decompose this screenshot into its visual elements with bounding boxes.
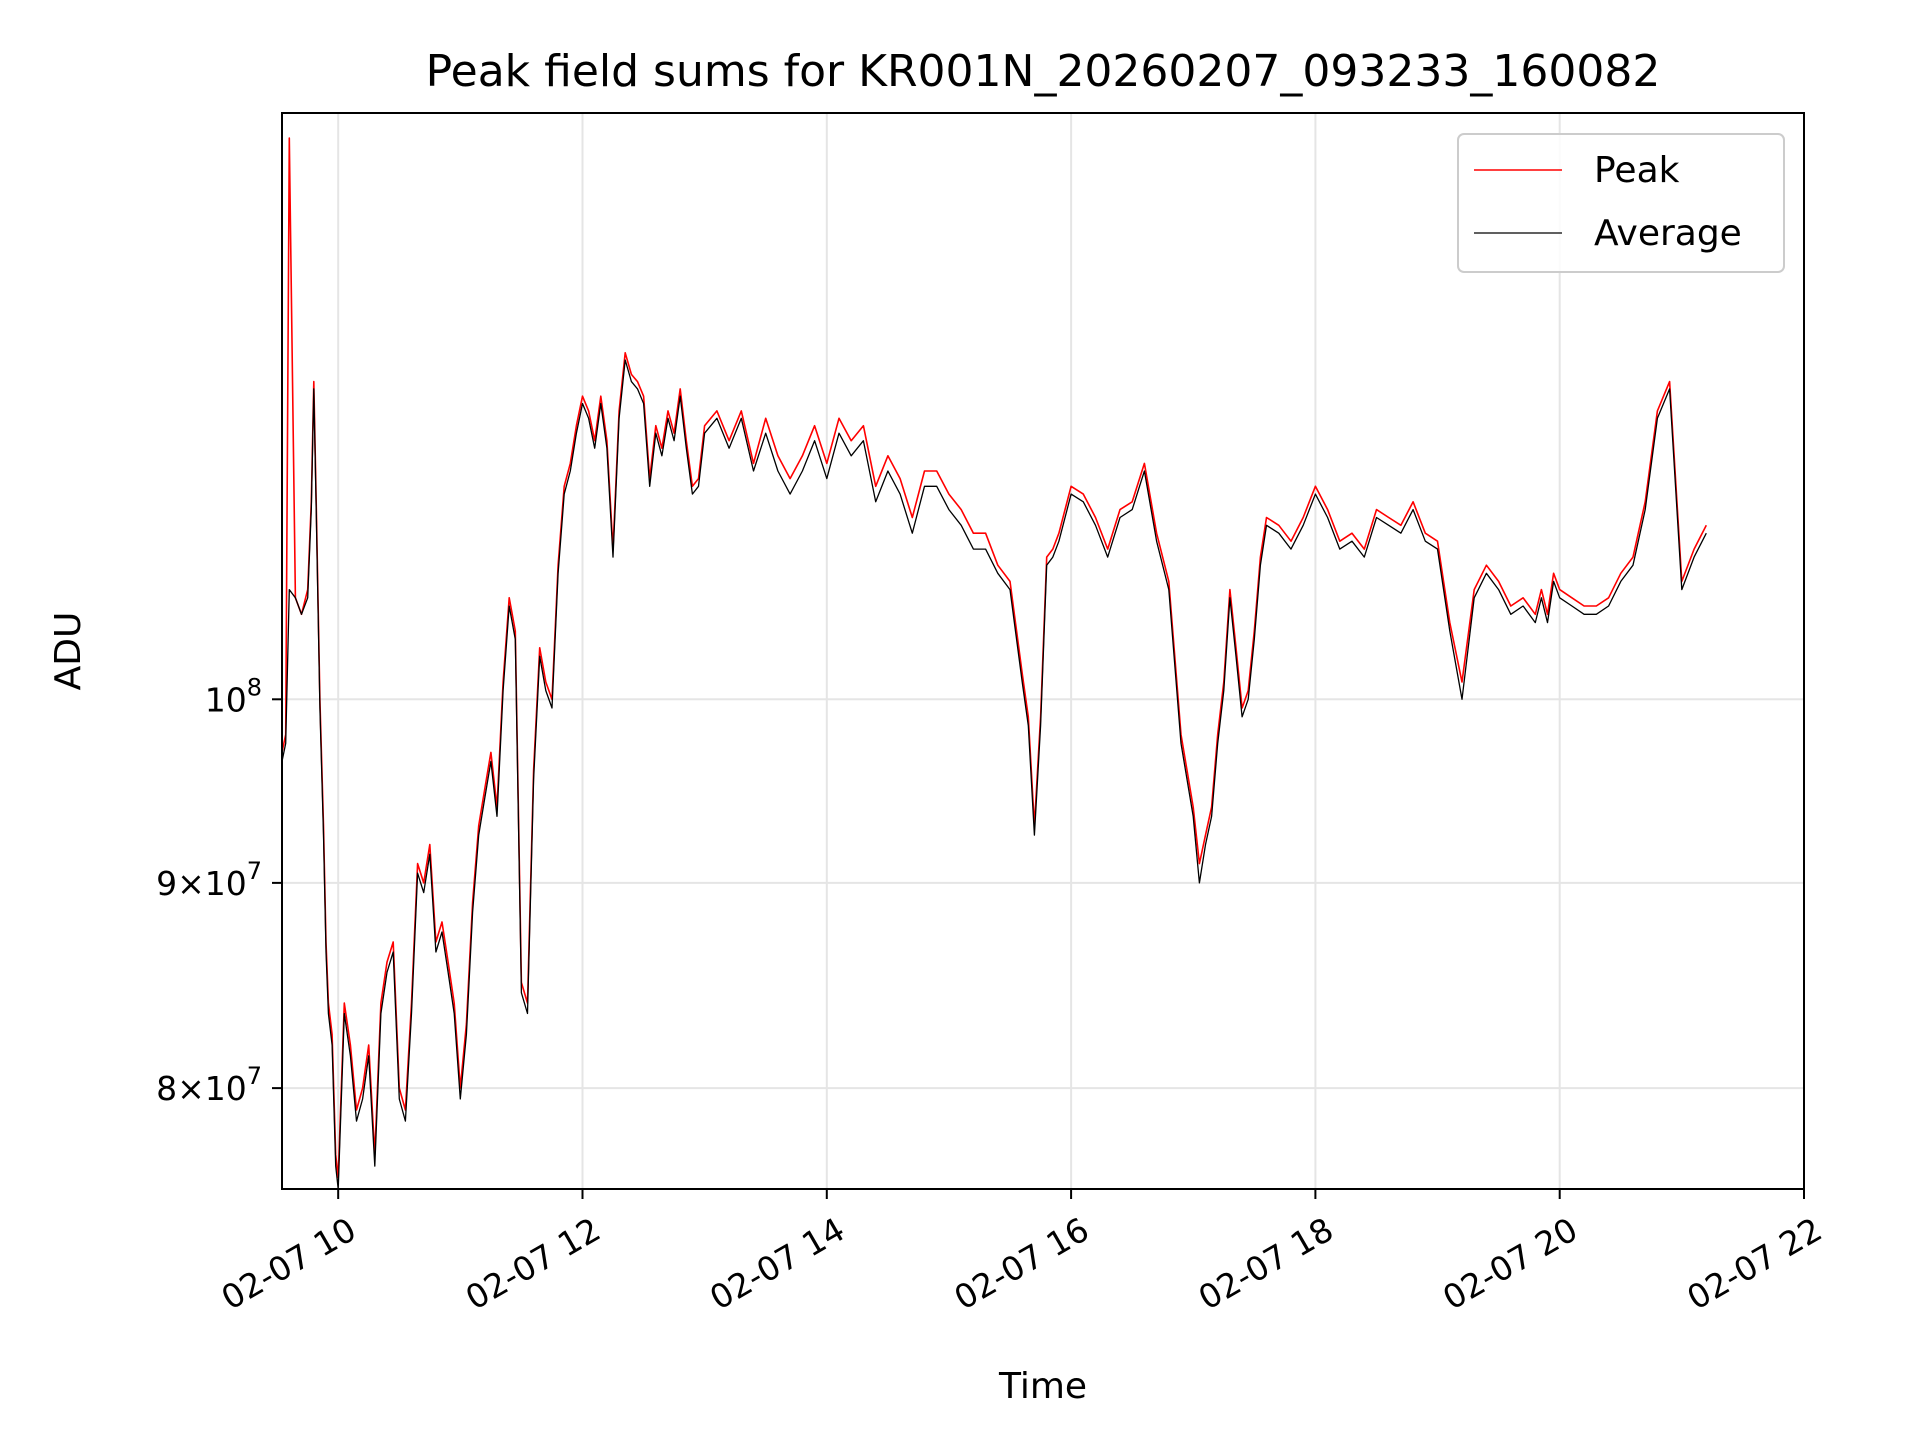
y-axis: 8×107 9×107 108 [156, 673, 282, 1108]
series-layer [281, 137, 1708, 1190]
y-axis-label: ADU [48, 612, 89, 691]
legend-peak-label: Peak [1594, 150, 1680, 191]
legend: Peak Average [1457, 133, 1785, 273]
legend-average-label: Average [1594, 213, 1742, 254]
y-tick-label: 8×107 [156, 1062, 262, 1108]
series-line-average [281, 359, 1707, 1190]
x-axis-label: Time [998, 1366, 1087, 1407]
series-line-peak [281, 137, 1708, 1179]
y-tick-label: 9×107 [156, 857, 262, 903]
legend-box [1457, 133, 1785, 273]
chart-title: Peak field sums for KR001N_20260207_0932… [426, 46, 1661, 97]
plot-frame [281, 112, 1805, 1190]
y-tick-label: 108 [205, 673, 262, 719]
